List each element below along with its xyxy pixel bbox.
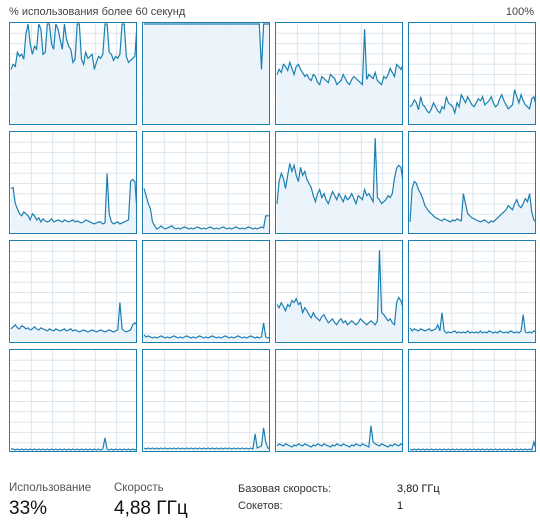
usage-label: Использование xyxy=(9,482,92,494)
core-graph xyxy=(9,131,137,234)
base-speed-label: Базовая скорость: xyxy=(238,483,332,495)
usage-area xyxy=(410,89,535,124)
core-graph-plot xyxy=(276,350,402,451)
core-graph-plot xyxy=(409,350,535,451)
graph-max-label: 100% xyxy=(505,6,534,18)
core-graph-plot xyxy=(143,241,269,342)
core-graph xyxy=(9,349,137,452)
graph-caption: % использования более 60 секунд xyxy=(9,6,186,18)
core-graph-plot xyxy=(409,241,535,342)
usage-line xyxy=(144,23,269,70)
core-graph xyxy=(275,131,403,234)
usage-line xyxy=(276,425,402,448)
core-graph xyxy=(142,22,270,125)
usage-area xyxy=(410,181,535,233)
speed-label: Скорость xyxy=(114,482,164,494)
core-graph xyxy=(408,240,536,343)
core-graph-plot xyxy=(276,241,402,342)
core-graph xyxy=(408,349,536,452)
usage-area xyxy=(144,24,269,124)
usage-line xyxy=(409,180,535,224)
core-graph xyxy=(408,22,536,125)
core-graph-plot xyxy=(276,23,402,124)
usage-line xyxy=(409,89,535,116)
usage-line xyxy=(10,173,136,225)
core-graph xyxy=(9,240,137,343)
core-graph xyxy=(275,240,403,343)
core-graph-plot xyxy=(143,350,269,451)
usage-line xyxy=(10,23,136,70)
usage-line xyxy=(10,302,136,333)
core-graph-plot xyxy=(143,132,269,233)
core-graph xyxy=(9,22,137,125)
core-graph-plot xyxy=(10,132,136,233)
core-graph-plot xyxy=(10,23,136,124)
core-graph-plot xyxy=(276,132,402,233)
core-graph xyxy=(142,240,270,343)
usage-line xyxy=(276,29,402,86)
core-graph-plot xyxy=(10,350,136,451)
core-graph xyxy=(275,22,403,125)
core-graph-plot xyxy=(409,23,535,124)
sockets-label: Сокетов: xyxy=(238,500,283,512)
base-speed-value: 3,80 ГГц xyxy=(397,483,440,495)
speed-value: 4,88 ГГц xyxy=(114,498,188,519)
usage-line xyxy=(143,427,269,450)
usage-line xyxy=(143,322,269,339)
core-graph xyxy=(142,131,270,234)
usage-area xyxy=(277,250,402,342)
usage-line xyxy=(11,437,136,451)
core-graph xyxy=(408,131,536,234)
usage-line xyxy=(409,312,535,334)
core-graph xyxy=(142,349,270,452)
usage-line xyxy=(143,188,269,230)
core-graph xyxy=(275,349,403,452)
sockets-value: 1 xyxy=(397,500,404,512)
core-graph-plot xyxy=(10,241,136,342)
usage-line xyxy=(409,439,535,451)
core-graph-plot xyxy=(143,23,269,124)
usage-value: 33% xyxy=(9,498,48,519)
usage-line xyxy=(276,250,402,327)
usage-area xyxy=(277,29,402,124)
usage-area xyxy=(277,138,402,233)
core-graph-plot xyxy=(409,132,535,233)
usage-line xyxy=(276,138,402,206)
